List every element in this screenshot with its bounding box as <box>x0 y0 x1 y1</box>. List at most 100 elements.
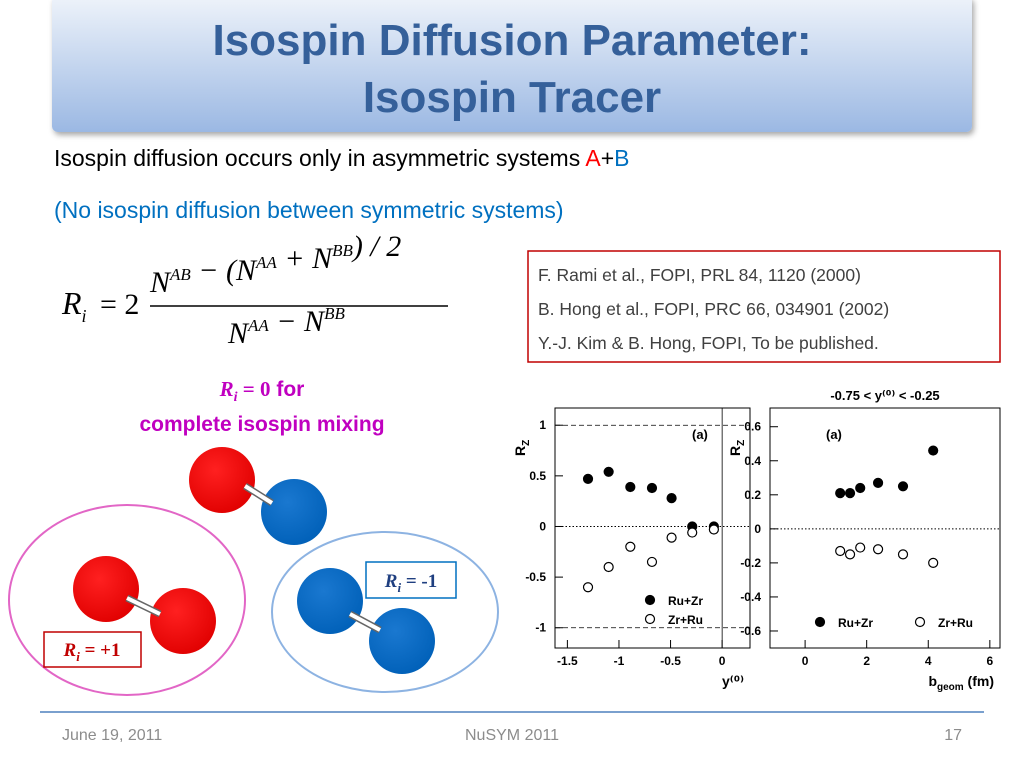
mixing-sub: i <box>234 390 238 405</box>
label-box <box>365 561 457 599</box>
y-label: R <box>512 446 528 456</box>
body-text: Isospin diffusion occurs only in asymmet… <box>54 145 580 171</box>
point <box>666 532 677 543</box>
lhs-sub: i <box>82 306 87 326</box>
formula: Ri = 2 NAB − (NAA + NBB) / 2 NAA − NBB <box>61 230 448 350</box>
x-tick-label: 0 <box>719 654 726 668</box>
nucleus-blue <box>261 479 327 545</box>
annotation: (a) <box>692 427 708 442</box>
point <box>582 473 594 484</box>
mixing-line: complete isospin mixing <box>139 413 384 436</box>
formula-sup: AB <box>169 265 191 284</box>
formula-eq: = 2 <box>100 288 139 321</box>
footer-page: 17 <box>944 727 962 744</box>
point <box>835 545 846 557</box>
legend-label: Ru+Zr <box>668 594 703 608</box>
legend-marker <box>644 613 656 625</box>
title-banner <box>52 0 972 132</box>
formula-lhs: Ri <box>61 285 87 326</box>
label-plus: Ri = +1 <box>63 640 121 664</box>
title-line: Isospin Diffusion Parameter: <box>212 16 811 65</box>
legend-marker <box>644 594 656 606</box>
formula-text: N <box>227 317 250 350</box>
label-minus: Ri = -1 <box>384 571 437 595</box>
nucleus-red <box>150 588 216 654</box>
point <box>625 541 636 552</box>
point <box>835 488 846 499</box>
formula-text: ) / 2 <box>351 230 401 263</box>
formula-sup: BB <box>324 304 345 323</box>
point <box>625 481 636 493</box>
formula-text: N <box>149 266 172 299</box>
point <box>603 466 614 477</box>
y-label-sub: Z <box>736 440 747 446</box>
point <box>708 524 719 535</box>
legend-label: Ru+Zr <box>838 616 873 630</box>
point <box>582 582 594 593</box>
nucleus-blue <box>369 608 435 674</box>
arrow <box>348 610 382 634</box>
x-tick-label: -1.5 <box>557 654 578 668</box>
point <box>646 482 658 494</box>
point <box>897 481 909 492</box>
y-tick-label: 0.2 <box>744 488 761 502</box>
x-tick-label: 4 <box>925 654 932 668</box>
formula-sup: BB <box>332 241 353 260</box>
formula-numerator: NAB − (NAA + NBB) / 2 <box>149 230 401 299</box>
y-tick-label: 0.4 <box>744 454 761 468</box>
y-label-sub: Z <box>521 440 532 446</box>
formula-denominator: NAA − NBB <box>227 304 345 350</box>
y-tick-label: -0.4 <box>740 590 761 604</box>
point <box>844 549 856 560</box>
ellipse-pink <box>8 504 246 696</box>
body-plus: + <box>601 145 614 171</box>
x-label-unit: (fm) <box>964 673 994 689</box>
y-tick-label: -0.2 <box>740 556 761 570</box>
arrow <box>125 594 162 618</box>
mixing-eq: = 0 <box>238 377 271 401</box>
x-label-sub: geom <box>937 682 964 693</box>
point <box>855 482 866 494</box>
reference: B. Hong et al., FOPI, PRC 66, 034901 (20… <box>538 299 889 319</box>
point <box>897 549 909 560</box>
mixing-r: R <box>219 377 234 401</box>
y-tick-label: 0 <box>754 522 761 536</box>
label-eq: = +1 <box>80 640 121 661</box>
body-a: A <box>585 145 601 171</box>
point <box>646 556 658 568</box>
y-tick-label: 1 <box>539 418 546 432</box>
x-label: y⁽⁰⁾ <box>722 673 744 689</box>
reference: F. Rami et al., FOPI, PRL 84, 1120 (2000… <box>538 265 861 285</box>
formula-text: − N <box>269 305 326 338</box>
formula-text: + N <box>277 242 334 275</box>
mixing-line: Ri = 0 for <box>219 377 305 405</box>
label-sub: i <box>76 649 80 664</box>
y-axis-label: RZ <box>727 440 747 456</box>
point <box>872 477 884 488</box>
y-label: R <box>727 446 743 456</box>
label-box <box>43 631 142 668</box>
point <box>844 488 856 499</box>
point <box>872 544 884 555</box>
x-axis-label: bgeom (fm) <box>928 673 994 693</box>
legend-marker <box>914 616 926 628</box>
x-label: b <box>928 673 937 689</box>
chart: -1.5 -1 -0.5 0-1-0.500.51RZy⁽⁰⁾(a)Ru+ZrZr+R… <box>512 407 751 689</box>
title-line: Isospin Tracer <box>363 73 661 122</box>
mixing-for: for <box>271 378 305 401</box>
y-tick-label: -0.6 <box>740 624 761 638</box>
nucleus-blue <box>297 568 363 634</box>
reference: Y.-J. Kim & B. Hong, FOPI, To be publish… <box>538 333 879 353</box>
x-tick-label: 6 <box>986 654 993 668</box>
formula-text: − (N <box>191 254 258 287</box>
footer-date: June 19, 2011 <box>62 727 162 744</box>
formula-sup: AA <box>247 316 269 335</box>
y-axis-label: RZ <box>512 440 532 456</box>
point <box>928 557 939 568</box>
body-b: B <box>614 145 629 171</box>
body-line: (No isospin diffusion between symmetric … <box>54 197 564 223</box>
chart-title: -0.75 < y⁽⁰⁾ < -0.25 <box>830 388 939 403</box>
body-line: Isospin diffusion occurs only in asymmet… <box>54 145 629 171</box>
